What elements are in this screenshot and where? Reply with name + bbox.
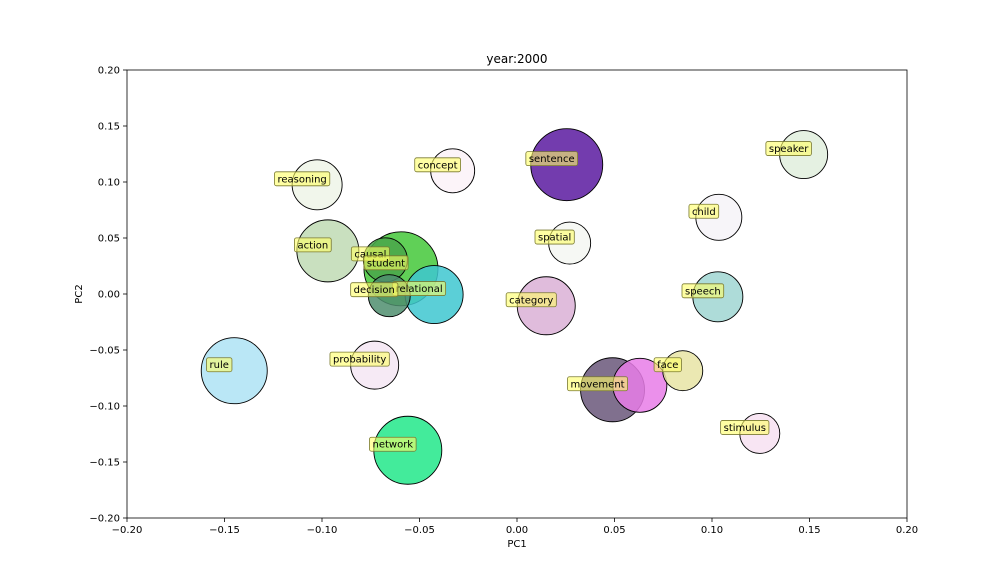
- y-tick-label: 0.15: [98, 122, 120, 133]
- y-tick-label: −0.05: [89, 346, 120, 357]
- point-label-concept: concept: [414, 157, 461, 173]
- label-box: [369, 436, 417, 452]
- x-tick-label: 0.15: [798, 525, 820, 536]
- point-label-rule: rule: [206, 357, 233, 373]
- label-box: [414, 157, 461, 173]
- label-box: [363, 255, 409, 271]
- label-text: speaker: [769, 144, 809, 155]
- x-tick-label: −0.20: [112, 525, 143, 536]
- label-text: spatial: [538, 233, 571, 244]
- point-label-spatial: spatial: [534, 229, 575, 245]
- x-tick-label: −0.15: [209, 525, 240, 536]
- label-box: [294, 237, 332, 253]
- point-label-stimulus: stimulus: [720, 420, 770, 435]
- label-text: rule: [210, 360, 229, 371]
- chart-title: year:2000: [486, 52, 547, 66]
- x-tick-label: 0.20: [896, 525, 918, 536]
- y-tick-label: −0.20: [89, 514, 120, 525]
- point-label-network: network: [369, 436, 417, 452]
- y-tick-label: 0.10: [98, 178, 120, 189]
- point-label-child: child: [688, 203, 720, 219]
- label-box: [525, 151, 579, 167]
- label-box: [765, 141, 812, 156]
- x-tick-label: 0.10: [701, 525, 723, 536]
- label-text: face: [657, 360, 678, 371]
- point-label-speaker: speaker: [765, 141, 812, 156]
- x-tick-label: 0.00: [506, 525, 528, 536]
- y-tick-label: −0.10: [89, 402, 120, 413]
- y-tick-label: 0.20: [98, 66, 120, 77]
- point-label-speech: speech: [681, 283, 725, 299]
- x-axis-ticks: −0.20 −0.15 −0.10 −0.05 0.00 0.05 0.10 0.15 0.20: [112, 518, 918, 536]
- point-label-probability: probability: [329, 351, 390, 367]
- label-text: category: [509, 295, 553, 306]
- label-text: student: [367, 258, 405, 269]
- label-box: [274, 171, 331, 187]
- label-text: decision: [354, 285, 395, 296]
- label-box: [720, 420, 770, 435]
- label-text: movement: [571, 379, 625, 390]
- point-label-sentence: sentence: [525, 151, 579, 167]
- label-text: stimulus: [724, 423, 766, 434]
- label-text: probability: [333, 355, 386, 366]
- y-axis-title: PC2: [74, 284, 85, 303]
- label-box: [350, 282, 399, 298]
- y-tick-label: 0.05: [98, 234, 120, 245]
- label-box: [681, 283, 725, 299]
- label-text: concept: [418, 160, 458, 171]
- label-text: network: [372, 440, 413, 451]
- point-label-student: student: [363, 255, 409, 271]
- x-axis-title: PC1: [507, 539, 526, 550]
- label-box: [329, 351, 390, 367]
- label-text: speech: [685, 286, 721, 297]
- label-box: [505, 292, 557, 308]
- label-box: [534, 229, 575, 245]
- label-text: relational: [396, 284, 443, 295]
- bubble-rule: [200, 337, 268, 405]
- label-box: [567, 376, 628, 392]
- label-box: [206, 357, 233, 373]
- x-tick-label: −0.10: [307, 525, 338, 536]
- point-label-reasoning: reasoning: [274, 171, 331, 187]
- labels-layer: reasoning concept sentence speaker child spat…: [206, 141, 812, 452]
- point-label-movement: movement: [567, 376, 628, 392]
- label-box: [653, 357, 682, 373]
- label-text: reasoning: [277, 174, 326, 185]
- label-text: sentence: [529, 154, 575, 165]
- x-tick-label: −0.05: [404, 525, 435, 536]
- label-box: [688, 203, 720, 219]
- label-text: child: [692, 207, 716, 218]
- y-tick-label: 0.00: [98, 290, 120, 301]
- point-label-relational: relational: [392, 281, 447, 296]
- point-label-category: category: [505, 292, 557, 308]
- y-tick-label: −0.15: [89, 458, 120, 469]
- point-label-action: action: [294, 237, 332, 253]
- label-text: causal: [354, 249, 386, 260]
- label-text: action: [297, 240, 328, 251]
- point-label-face: face: [653, 357, 682, 373]
- y-axis-ticks: −0.20 −0.15 −0.10 −0.05 0.00 0.05 0.10 0.15 0.20: [89, 66, 127, 525]
- x-tick-label: 0.05: [603, 525, 625, 536]
- point-label-decision: decision: [350, 282, 399, 298]
